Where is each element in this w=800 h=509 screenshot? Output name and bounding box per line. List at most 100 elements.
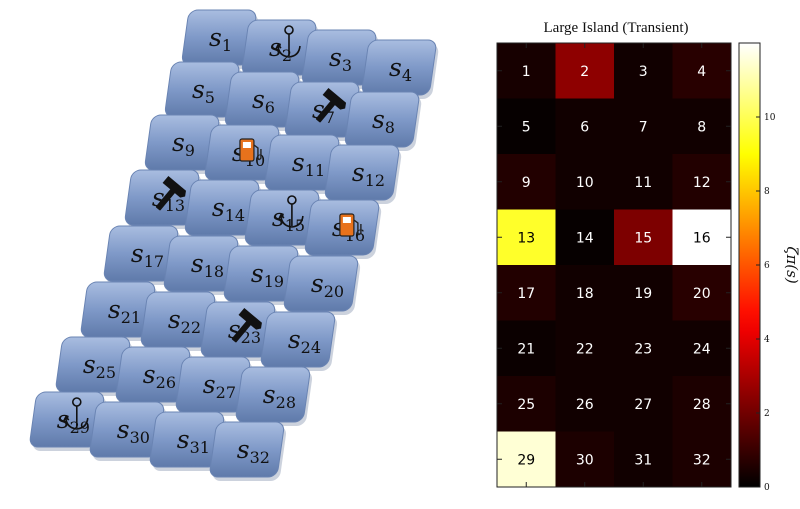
tile-s20: s20: [283, 255, 361, 315]
heatmap-cells: [496, 42, 732, 488]
tile-s1: s1: [181, 9, 259, 69]
hammer-icon: [231, 307, 262, 343]
tile-s17: s17: [103, 225, 181, 285]
tile-label: s22: [168, 305, 201, 337]
heatmap-cell-label: 2: [580, 64, 589, 80]
tile-s29: s29: [29, 391, 107, 451]
heatmap-cell-label: 20: [693, 286, 711, 302]
heatmap-cell-label: 1: [522, 64, 531, 80]
heatmap-cell: [614, 43, 673, 99]
tile-label: s15: [272, 203, 305, 235]
heatmap-cell: [555, 154, 615, 210]
tile-label: s3: [329, 43, 352, 75]
tile-label: s14: [212, 193, 245, 225]
heatmap-cell-label: 32: [693, 452, 711, 468]
heatmap-cell-label: 21: [517, 341, 535, 357]
heatmap-cell-label: 19: [634, 286, 652, 302]
heatmap-cell: [672, 320, 732, 377]
heatmap-cell: [497, 209, 556, 266]
heatmap-cell: [555, 98, 615, 155]
heatmap-cell-label: 27: [634, 397, 652, 413]
colorbar-tick-label: 2: [764, 409, 770, 419]
heatmap-cell: [497, 154, 556, 210]
tile-s9: s9: [144, 114, 222, 174]
tile-label: s17: [131, 239, 164, 271]
hammer-icon: [155, 175, 186, 211]
heatmap-cell: [614, 376, 673, 432]
heatmap-cell: [614, 154, 673, 210]
heatmap-cell: [555, 320, 615, 377]
heatmap-cell: [672, 43, 732, 99]
tile-label: s20: [311, 269, 344, 301]
heatmap-cell-label: 14: [576, 230, 594, 246]
heatmap-cell-label: 17: [517, 286, 535, 302]
heatmap-cell: [672, 431, 732, 488]
heatmap-cell-label: 28: [693, 397, 711, 413]
chart-title: Large Island (Transient): [543, 20, 689, 36]
heatmap-cell-label: 30: [576, 452, 594, 468]
heatmap-cell: [672, 154, 732, 210]
tile-s28: s28: [235, 366, 313, 426]
heatmap-cell: [614, 98, 673, 155]
tile-s30: s30: [89, 401, 167, 461]
tile-label: s24: [288, 325, 321, 357]
tile-s12: s12: [324, 144, 402, 204]
tile-s14: s14: [184, 179, 262, 239]
heatmap-cell: [497, 431, 556, 488]
heatmap-cell: [497, 43, 556, 99]
heatmap-cell: [555, 265, 615, 321]
heatmap-cell-label: 29: [517, 452, 535, 468]
heatmap-cell: [672, 98, 732, 155]
tile-s22: s22: [140, 291, 218, 351]
heatmap-cell: [497, 320, 556, 377]
colorbar-tick-label: 8: [764, 187, 770, 197]
heatmap-cell-label: 3: [639, 64, 648, 80]
heatmap-cell-label: 5: [522, 119, 531, 135]
tile-s31: s31: [149, 411, 227, 471]
tile-label: s21: [108, 295, 141, 327]
heatmap-cell-label: 4: [697, 64, 706, 80]
tile-s25: s25: [55, 336, 133, 396]
tile-s8: s8: [344, 91, 422, 151]
tile-s6: s6: [224, 71, 302, 131]
heatmap-cell: [555, 209, 615, 266]
tile-s26: s26: [115, 346, 193, 406]
tile-label: s26: [143, 360, 176, 392]
heatmap-cell-label: 12: [693, 175, 711, 191]
heatmap-cell: [555, 43, 615, 99]
heatmap-cell: [672, 209, 732, 266]
tile-label: s12: [352, 158, 385, 190]
heatmap-cell: [497, 98, 556, 155]
tile-label: s27: [203, 370, 236, 402]
anchor-icon: [278, 195, 304, 228]
heatmap-cell-label: 13: [517, 230, 535, 246]
heatmap-cell-label: 16: [693, 230, 711, 246]
tile-s21: s21: [80, 281, 158, 341]
tile-s18: s18: [163, 235, 241, 295]
tile-s7: s7: [284, 81, 362, 141]
fuel-pump-icon: [339, 213, 362, 237]
heatmap-cell-label: 15: [634, 230, 652, 246]
tile-label: s28: [263, 380, 296, 412]
tile-label: s2: [269, 33, 292, 65]
heatmap-cell: [497, 265, 556, 321]
tile-label: s8: [372, 105, 395, 137]
tile-s16: s16: [304, 199, 382, 259]
heatmap-cell: [497, 376, 556, 432]
tile-s13: s13: [124, 169, 202, 229]
tile-s24: s24: [260, 311, 338, 371]
colorbar-label: ζπ(s): [783, 246, 800, 284]
colorbar: 0 2 4 6 8 10 ζπ(s): [738, 42, 800, 493]
tile-label: s18: [191, 249, 224, 281]
tile-label: s29: [57, 405, 90, 437]
heatmap-cell-label: 11: [634, 175, 652, 191]
heatmap-cell-label: 10: [576, 175, 594, 191]
tile-label: s11: [292, 148, 325, 180]
tile-s11: s11: [264, 134, 342, 194]
fuel-pump-icon: [239, 138, 262, 162]
tile-label: s19: [251, 259, 284, 291]
tile-s27: s27: [175, 356, 253, 416]
tile-label: s1: [209, 23, 232, 55]
